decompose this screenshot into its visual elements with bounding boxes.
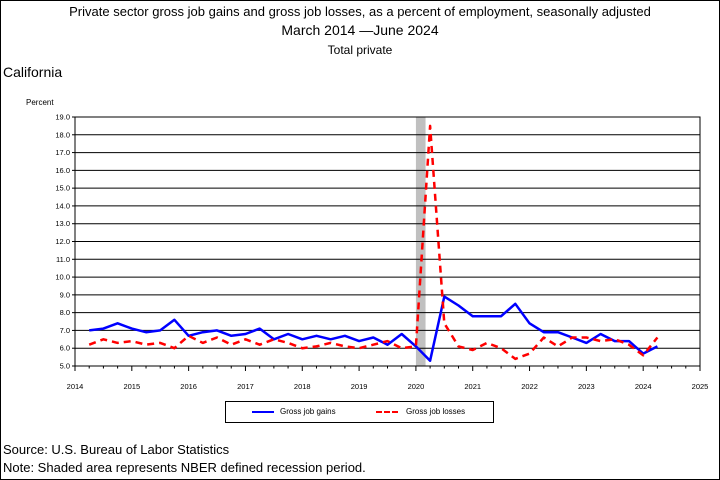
chart-date-range: March 2014 —June 2024 bbox=[281, 22, 439, 38]
source-note: Source: U.S. Bureau of Labor Statistics bbox=[3, 442, 230, 457]
chart-subtitle: Total private bbox=[327, 43, 393, 57]
y-tick-label-4: 9.0 bbox=[60, 290, 70, 299]
y-tick-label-13: 18.0 bbox=[55, 130, 70, 139]
legend-swatch-losses bbox=[376, 411, 398, 413]
y-tick-label-2: 7.0 bbox=[60, 326, 70, 335]
y-tick-label-9: 14.0 bbox=[55, 201, 70, 210]
y-tick-label-8: 13.0 bbox=[55, 219, 70, 228]
y-tick-label-6: 11.0 bbox=[56, 255, 70, 264]
legend-label-losses: Gross job losses bbox=[406, 407, 466, 416]
x-tick-label-8: 2022 bbox=[521, 382, 538, 391]
x-tick-label-11: 2025 bbox=[692, 382, 709, 391]
y-tick-label-12: 17.0 bbox=[55, 148, 70, 157]
region-label: California bbox=[3, 64, 63, 80]
y-axis-label: Percent bbox=[26, 98, 54, 107]
x-tick-label-4: 2018 bbox=[294, 382, 311, 391]
x-tick-label-10: 2024 bbox=[635, 382, 652, 391]
y-tick-label-7: 12.0 bbox=[55, 237, 70, 246]
series-line-gross-job-losses bbox=[88, 124, 659, 361]
y-tick-label-1: 6.0 bbox=[60, 344, 70, 353]
legend-label-gains: Gross job gains bbox=[280, 407, 336, 416]
x-tick-label-1: 2015 bbox=[123, 382, 140, 391]
x-tick-label-0: 2014 bbox=[67, 382, 84, 391]
legend-swatch-gains bbox=[252, 411, 274, 413]
x-tick-label-9: 2023 bbox=[578, 382, 595, 391]
y-tick-label-14: 19.0 bbox=[55, 113, 70, 122]
series-line-gross-job-gains bbox=[89, 295, 658, 362]
x-tick-label-3: 2017 bbox=[237, 382, 254, 391]
y-tick-label-11: 16.0 bbox=[55, 166, 70, 175]
x-tick-label-2: 2016 bbox=[180, 382, 197, 391]
chart-title: Private sector gross job gains and gross… bbox=[69, 4, 651, 19]
y-tick-label-10: 15.0 bbox=[55, 184, 70, 193]
x-tick-label-7: 2021 bbox=[464, 382, 481, 391]
recession-note: Note: Shaded area represents NBER define… bbox=[3, 460, 366, 475]
x-tick-label-5: 2019 bbox=[351, 382, 368, 391]
y-tick-label-0: 5.0 bbox=[60, 362, 70, 371]
chart-legend: Gross job gains Gross job losses bbox=[225, 401, 494, 423]
y-tick-label-5: 10.0 bbox=[55, 273, 70, 282]
x-tick-label-6: 2020 bbox=[408, 382, 425, 391]
y-tick-label-3: 8.0 bbox=[60, 308, 70, 317]
